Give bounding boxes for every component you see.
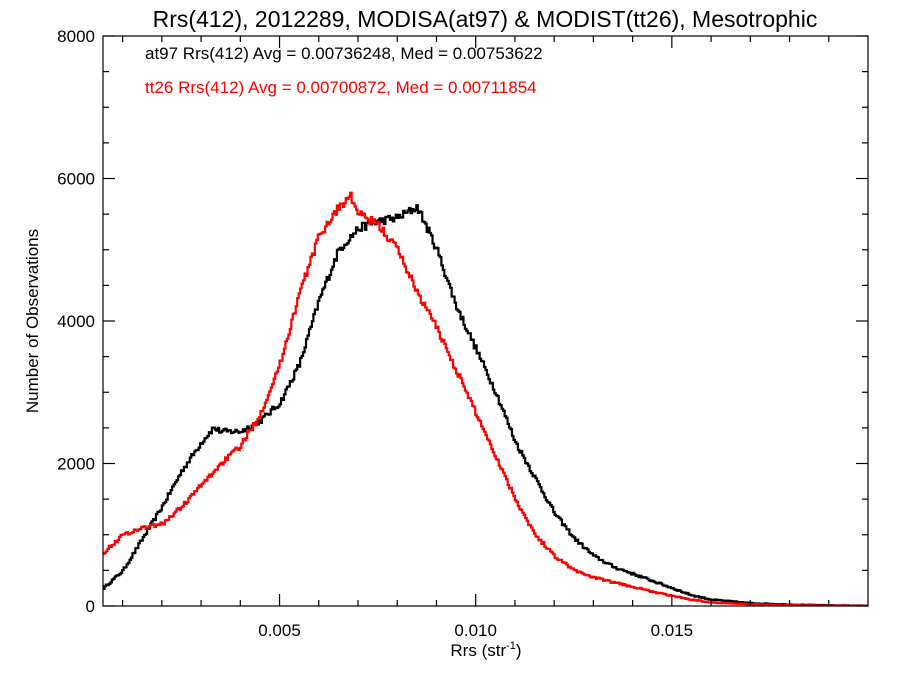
y-tick-label: 4000 bbox=[57, 312, 95, 331]
y-axis-label: Number of Observations bbox=[23, 229, 42, 413]
x-axis-label-sup: -1 bbox=[506, 640, 516, 652]
x-axis-label-end: ) bbox=[516, 641, 522, 660]
annotation-at97: at97 Rrs(412) Avg = 0.00736248, Med = 0.… bbox=[145, 44, 543, 63]
series-layer bbox=[103, 191, 868, 606]
y-tick-label: 8000 bbox=[57, 27, 95, 46]
ticks-layer: 0.005 0.010 0.015 0 2000 4000 6000 8000 bbox=[57, 27, 868, 640]
x-tick-label: 0.015 bbox=[651, 621, 694, 640]
chart-title: Rrs(412), 2012289, MODISA(at97) & MODIST… bbox=[153, 6, 818, 32]
series-line-1 bbox=[103, 191, 868, 606]
x-axis-label: Rrs (str-1) bbox=[450, 640, 521, 660]
annotation-tt26: tt26 Rrs(412) Avg = 0.00700872, Med = 0.… bbox=[145, 78, 537, 97]
y-tick-label: 6000 bbox=[57, 170, 95, 189]
x-tick-label: 0.005 bbox=[258, 621, 301, 640]
y-tick-label: 0 bbox=[86, 597, 95, 616]
x-axis-label-main: Rrs (str bbox=[450, 641, 506, 660]
plot-frame bbox=[102, 35, 869, 607]
x-tick-label: 0.010 bbox=[454, 621, 497, 640]
y-tick-label: 2000 bbox=[57, 455, 95, 474]
series-line-0 bbox=[103, 204, 868, 606]
